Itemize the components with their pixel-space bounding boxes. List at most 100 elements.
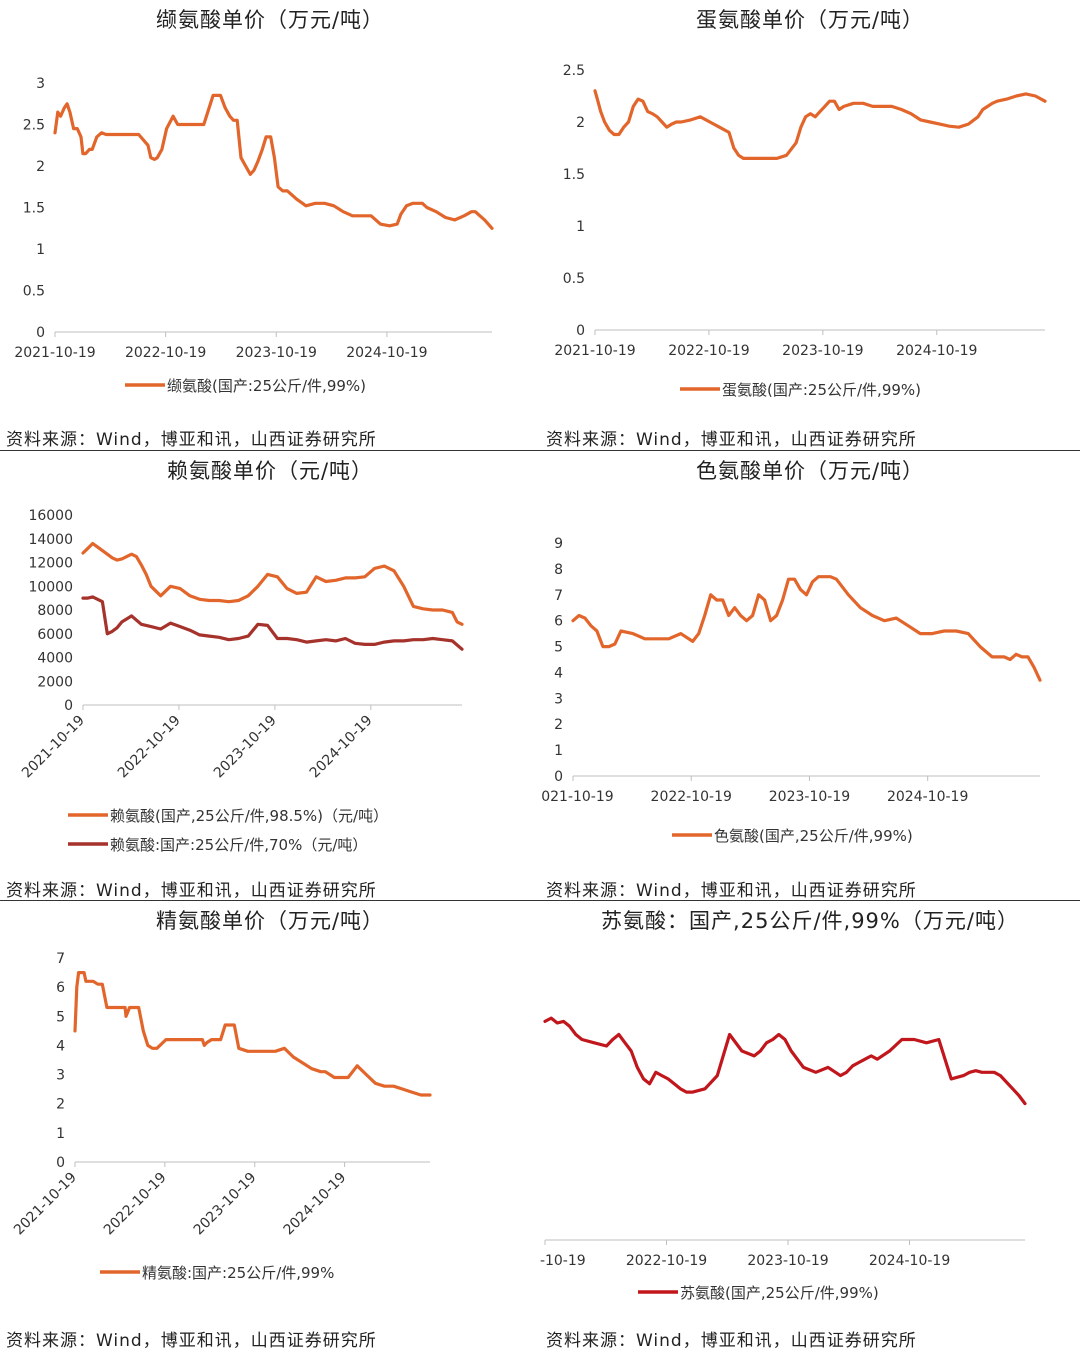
panel-threonine: 00.20.40.60.811.21.41.62021-10-192022-10…	[540, 901, 1080, 1351]
y-tick-label: 2	[36, 159, 45, 175]
y-tick-label: 0	[56, 1155, 65, 1171]
chart-title: 缬氨酸单价（万元/吨）	[155, 8, 385, 32]
x-tick-label: 2022-10-19	[626, 1253, 707, 1269]
source-note: 资料来源：Wind，博亚和讯，山西证券研究所	[6, 1331, 377, 1351]
x-tick-label: 2022-10-19	[101, 1170, 170, 1239]
y-tick-label: 2	[554, 717, 563, 733]
y-tick-label: 8	[554, 562, 563, 578]
series-line	[81, 595, 464, 651]
y-tick-label: 6	[554, 614, 563, 630]
x-tick-label: 2021-10-19	[14, 345, 95, 361]
series-line	[571, 575, 1042, 682]
x-tick-label: 2023-10-19	[747, 1253, 828, 1269]
y-tick-label: 14000	[28, 532, 73, 548]
x-tick-label: 2021-10-19	[540, 789, 614, 805]
chart-threonine: 00.20.40.60.811.21.41.62021-10-192022-10…	[540, 1016, 1027, 1302]
chart-methionine: 0 0.5 1 1.5 2 2.5 2021-10-19 2022-10-19 2023-10-…	[554, 63, 1047, 399]
y-tick-label: 2	[576, 115, 585, 131]
chart-title: 赖氨酸单价（元/吨）	[166, 459, 374, 483]
y-tick-label: 7	[56, 951, 65, 967]
x-tick-label: 2022-10-19	[115, 713, 184, 782]
x-tick-label: 2024-10-19	[887, 789, 968, 805]
panel-methionine: 0 0.5 1 1.5 2 2.5 2021-10-19 2022-10-19 2023-10-…	[540, 0, 1080, 450]
series-line	[543, 1016, 1027, 1106]
y-tick-label: 1	[576, 219, 585, 235]
legend-label: 精氨酸:国产:25公斤/件,99%	[142, 1264, 334, 1282]
y-tick-label: 0.5	[23, 284, 45, 300]
y-tick-label: 1	[36, 242, 45, 258]
source-note: 资料来源：Wind，博亚和讯，山西证券研究所	[546, 430, 917, 450]
y-tick-label: 16000	[28, 508, 73, 524]
x-tick-label: 2024-10-19	[281, 1170, 350, 1239]
chart-title: 蛋氨酸单价（万元/吨）	[695, 8, 925, 32]
series-line	[81, 541, 464, 626]
y-tick-label: 6	[56, 980, 65, 996]
y-tick-label: 1.5	[23, 201, 45, 217]
y-tick-label: 3	[554, 691, 563, 707]
y-tick-label: 0	[36, 325, 45, 341]
y-tick-label: 7	[554, 588, 563, 604]
x-tick-label: 2023-10-19	[769, 789, 850, 805]
x-tick-label: 2024-10-19	[346, 345, 427, 361]
y-tick-label: 9	[554, 536, 563, 552]
series-line	[593, 89, 1047, 160]
x-tick-label: 2024-10-19	[307, 713, 376, 782]
y-tick-label: 2.5	[23, 118, 45, 134]
chart-valine: 0 0.5 1 1.5 2 2.5 3 2021-10-19 2022-10-19 2023-10…	[14, 76, 494, 395]
y-tick-label: 1	[56, 1126, 65, 1142]
panel-valine: 0 0.5 1 1.5 2 2.5 3 2021-10-19 2022-10-19 2023-10…	[0, 0, 540, 450]
x-tick-label: 2023-10-19	[782, 343, 863, 359]
series-line	[73, 970, 432, 1097]
y-tick-label: 6000	[37, 627, 73, 643]
chart-tryptophan: 0 1 2 3 4 5 6 7 8 9 2021-10-19 2022-10-19 2023-10-19…	[540, 536, 1042, 845]
panel-lysine: 0 2000 4000 6000 8000 10000 12000 14000 16000 202…	[0, 451, 540, 901]
divider	[0, 450, 1080, 451]
y-tick-label: 5	[554, 640, 563, 656]
y-tick-label: 8000	[37, 603, 73, 619]
source-note: 资料来源：Wind，博亚和讯，山西证券研究所	[546, 1331, 917, 1351]
x-tick-label: 2022-10-19	[651, 789, 732, 805]
x-tick-label: 2024-10-19	[869, 1253, 950, 1269]
series-line	[53, 93, 494, 230]
chart-arginine: 0 1 2 3 4 5 6 7 2021-10-19 2022-10-19 2023-10-19 20…	[11, 951, 432, 1282]
x-tick-label: 2022-10-19	[668, 343, 749, 359]
legend-label: 赖氨酸:国产:25公斤/件,70%（元/吨）	[110, 836, 367, 854]
source-note: 资料来源：Wind，博亚和讯，山西证券研究所	[6, 881, 377, 901]
divider	[0, 900, 1080, 901]
y-tick-label: 1	[554, 743, 563, 759]
chart-title: 精氨酸单价（万元/吨）	[155, 909, 385, 933]
y-tick-label: 2	[56, 1097, 65, 1113]
y-tick-label: 4000	[37, 651, 73, 667]
chart-lysine: 0 2000 4000 6000 8000 10000 12000 14000 16000 202…	[19, 508, 464, 854]
y-tick-label: 0	[576, 323, 585, 339]
y-tick-label: 2.5	[563, 63, 585, 79]
y-tick-label: 10000	[28, 579, 73, 595]
x-tick-label: 2021-10-19	[554, 343, 635, 359]
x-tick-label: 2023-10-19	[191, 1170, 260, 1239]
source-note: 资料来源：Wind，博亚和讯，山西证券研究所	[6, 430, 377, 450]
chart-title: 色氨酸单价（万元/吨）	[695, 459, 925, 483]
y-tick-label: 2000	[37, 674, 73, 690]
y-tick-label: 0	[554, 769, 563, 785]
source-note: 资料来源：Wind，博亚和讯，山西证券研究所	[546, 881, 917, 901]
x-tick-label: 2021-10-19	[11, 1170, 80, 1239]
legend-label: 苏氨酸(国产,25公斤/件,99%)	[680, 1284, 879, 1302]
y-tick-label: 0.5	[563, 271, 585, 287]
y-tick-label: 1.5	[563, 167, 585, 183]
x-tick-label: 2023-10-19	[236, 345, 317, 361]
x-tick-label: 2024-10-19	[896, 343, 977, 359]
chart-title: 苏氨酸：国产,25公斤/件,99%（万元/吨）	[601, 909, 1019, 933]
legend-label: 赖氨酸(国产,25公斤/件,98.5%)（元/吨）	[110, 807, 388, 825]
x-tick-label: 2022-10-19	[125, 345, 206, 361]
y-tick-label: 0	[64, 698, 73, 714]
x-tick-label: 2023-10-19	[211, 713, 280, 782]
x-tick-label: 2021-10-19	[540, 1253, 586, 1269]
panel-arginine: 0 1 2 3 4 5 6 7 2021-10-19 2022-10-19 2023-10-19 20…	[0, 901, 540, 1351]
y-tick-label: 3	[56, 1068, 65, 1084]
y-tick-label: 3	[36, 76, 45, 92]
y-tick-label: 4	[554, 665, 563, 681]
legend-label: 缬氨酸(国产:25公斤/件,99%)	[167, 377, 366, 395]
y-tick-label: 12000	[28, 556, 73, 572]
legend-label: 蛋氨酸(国产:25公斤/件,99%)	[722, 381, 921, 399]
panel-tryptophan: 0 1 2 3 4 5 6 7 8 9 2021-10-19 2022-10-19 2023-10-19…	[540, 451, 1080, 901]
